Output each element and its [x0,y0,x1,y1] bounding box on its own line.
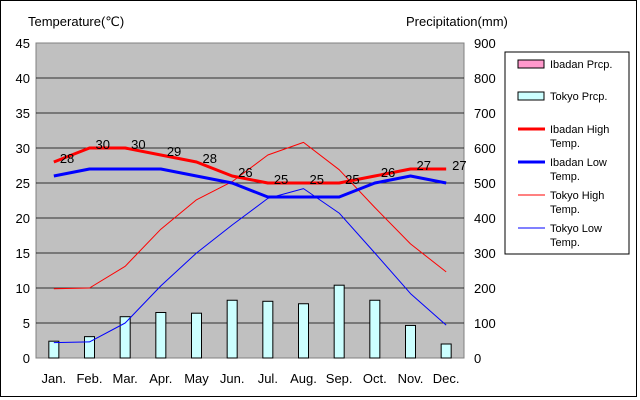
x-tick-label: Jul. [258,371,278,386]
legend-label: Ibadan Prcp. [550,59,612,71]
x-tick-label: Dec. [433,371,460,386]
x-tick-label: Nov. [398,371,424,386]
x-tick-label: Jan. [42,371,67,386]
legend-label: Temp. [550,138,580,150]
legend-label: Temp. [550,237,580,249]
plot-area: 0 0 5 100 10 200 15 300 20 400 25 500 30 600 35 700 40 80… [16,36,496,386]
left-tick-label: 45 [16,36,30,51]
legend-label: Ibadan Low [550,157,607,169]
precip-bar [298,303,309,359]
precip-bar [333,284,345,359]
legend-label: Temp. [550,204,580,216]
data-label: 26 [238,165,252,180]
legend-label: Tokyo Low [550,223,602,235]
right-tick-label: 300 [474,246,496,261]
legend-label: Temp. [550,171,580,183]
x-tick-label: May [184,371,209,386]
temperature-line [53,188,447,344]
temperature-line [53,141,447,290]
legend-swatch [517,59,545,69]
right-tick-label: 700 [474,106,496,121]
left-axis-title: Temperature(℃) [28,14,124,29]
data-label: 27 [452,158,466,173]
right-tick-label: 200 [474,281,496,296]
precip-bar [191,312,202,359]
data-label: 25 [310,172,324,187]
left-tick-label: 5 [23,316,30,331]
precip-bar [119,316,131,359]
x-tick-label: Mar. [113,371,138,386]
left-tick-label: 40 [16,71,30,86]
precip-bar [84,336,95,359]
left-tick-label: 35 [16,106,30,121]
x-tick-label: Aug. [290,371,317,386]
temperature-line [53,167,447,199]
data-label: 29 [167,144,181,159]
precip-bar [155,312,167,359]
right-tick-label: 500 [474,176,496,191]
legend-label: Tokyo High [550,190,604,202]
legend-label: Ibadan High [550,124,609,136]
x-tick-label: Feb. [76,371,102,386]
data-label: 30 [131,137,145,152]
data-label: 25 [345,172,359,187]
legend-box [504,51,630,255]
left-tick-label: 30 [16,141,30,156]
precip-bar [226,299,238,359]
x-tick-label: Jun. [220,371,245,386]
data-label: 30 [96,137,110,152]
legend-label: Tokyo Prcp. [550,91,607,103]
right-tick-label: 800 [474,71,496,86]
data-label: 28 [60,151,74,166]
x-tick-label: Apr. [149,371,172,386]
left-tick-label: 20 [16,211,30,226]
right-tick-label: 0 [474,351,481,366]
left-tick-label: 10 [16,281,30,296]
precip-bar [440,343,452,359]
precip-bar [262,300,274,359]
legend: Ibadan Prcp. Tokyo Prcp. Ibadan High Temp. I… [504,51,630,255]
data-label: 28 [203,151,217,166]
data-label: 26 [381,165,395,180]
right-tick-label: 100 [474,316,496,331]
data-label: 27 [417,158,431,173]
data-label: 25 [274,172,288,187]
right-tick-label: 900 [474,36,496,51]
right-tick-label: 400 [474,211,496,226]
x-tick-label: Sep. [326,371,353,386]
precip-bar [405,324,416,359]
plot-background [35,42,465,359]
left-tick-label: 15 [16,246,30,261]
right-tick-label: 600 [474,141,496,156]
precip-bar [369,299,381,359]
legend-swatch [517,91,545,101]
temperature-line [53,146,447,185]
right-axis-title: Precipitation(mm) [406,14,508,29]
left-tick-label: 25 [16,176,30,191]
left-tick-label: 0 [23,351,30,366]
x-tick-label: Oct. [363,371,387,386]
precip-bar [48,340,60,359]
